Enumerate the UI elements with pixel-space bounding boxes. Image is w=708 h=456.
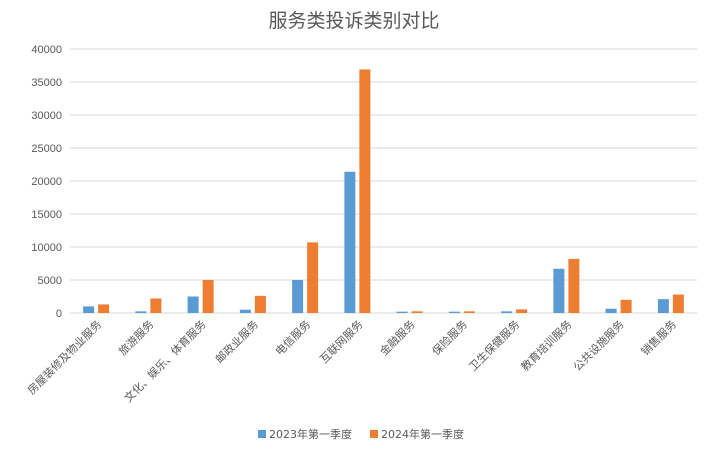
- legend-swatch: [370, 430, 378, 438]
- bar-2023-0: [83, 306, 95, 313]
- chart-title: 服务类投诉类别对比: [268, 10, 439, 32]
- y-tick-label: 30000: [31, 110, 62, 122]
- bar-2023-4: [292, 280, 304, 313]
- x-tick-label: 教育培训服务: [518, 317, 575, 374]
- bar-2024-8: [516, 309, 528, 313]
- bar-2024-1: [150, 298, 162, 313]
- x-tick-label: 金融服务: [377, 317, 418, 358]
- y-tick-label: 35000: [31, 77, 62, 89]
- bar-2023-7: [448, 311, 460, 313]
- bar-2024-6: [411, 311, 423, 313]
- y-tick-label: 0: [56, 308, 62, 320]
- legend-label: 2023年第一季度: [269, 427, 352, 441]
- x-tick-label: 互联网服务: [317, 318, 365, 366]
- x-tick-label: 销售服务: [638, 317, 679, 358]
- bar-2023-1: [135, 311, 147, 313]
- bar-2024-7: [463, 311, 475, 313]
- bar-2024-0: [98, 304, 110, 313]
- x-tick-label: 电信服务: [273, 318, 313, 358]
- bars: [83, 69, 684, 314]
- gridlines: [70, 48, 697, 314]
- legend: 2023年第一季度 2024年第一季度: [258, 427, 464, 441]
- bar-2024-3: [254, 295, 266, 313]
- bar-2023-11: [657, 299, 669, 313]
- x-tick-label: 卫生保健服务: [466, 317, 523, 374]
- bar-2024-2: [202, 280, 214, 313]
- y-tick-label: 40000: [31, 44, 62, 56]
- bar-2024-10: [620, 299, 632, 313]
- x-tick-label: 保险服务: [429, 317, 470, 358]
- bar-2024-4: [307, 242, 319, 313]
- x-tick-label: 旅游服务: [115, 317, 156, 358]
- y-tick-label: 20000: [31, 176, 62, 188]
- y-tick-label: 15000: [31, 209, 62, 221]
- y-tick-label: 10000: [31, 242, 62, 254]
- bar-2023-6: [396, 311, 408, 313]
- legend-label: 2024年第一季度: [381, 427, 464, 441]
- bar-2023-5: [344, 171, 356, 313]
- y-axis-tick-labels: 0 5000 10000 15000 20000 25000 30000 35000 40000: [31, 44, 62, 320]
- y-tick-label: 5000: [38, 275, 62, 287]
- x-tick-label: 邮政业服务: [212, 317, 261, 366]
- bar-2024-9: [568, 258, 580, 313]
- bar-2023-8: [501, 311, 513, 313]
- y-tick-label: 25000: [31, 143, 62, 155]
- x-tick-label: 公共设施服务: [571, 318, 627, 374]
- bar-2024-5: [359, 69, 371, 314]
- bar-2024-11: [672, 294, 684, 313]
- x-tick-label: 房屋装修及物业服务: [24, 317, 104, 397]
- legend-swatch: [258, 430, 266, 438]
- bar-2023-9: [553, 268, 565, 313]
- bar-2023-10: [605, 308, 617, 313]
- bar-2023-3: [239, 309, 251, 313]
- bar-2023-2: [187, 296, 199, 313]
